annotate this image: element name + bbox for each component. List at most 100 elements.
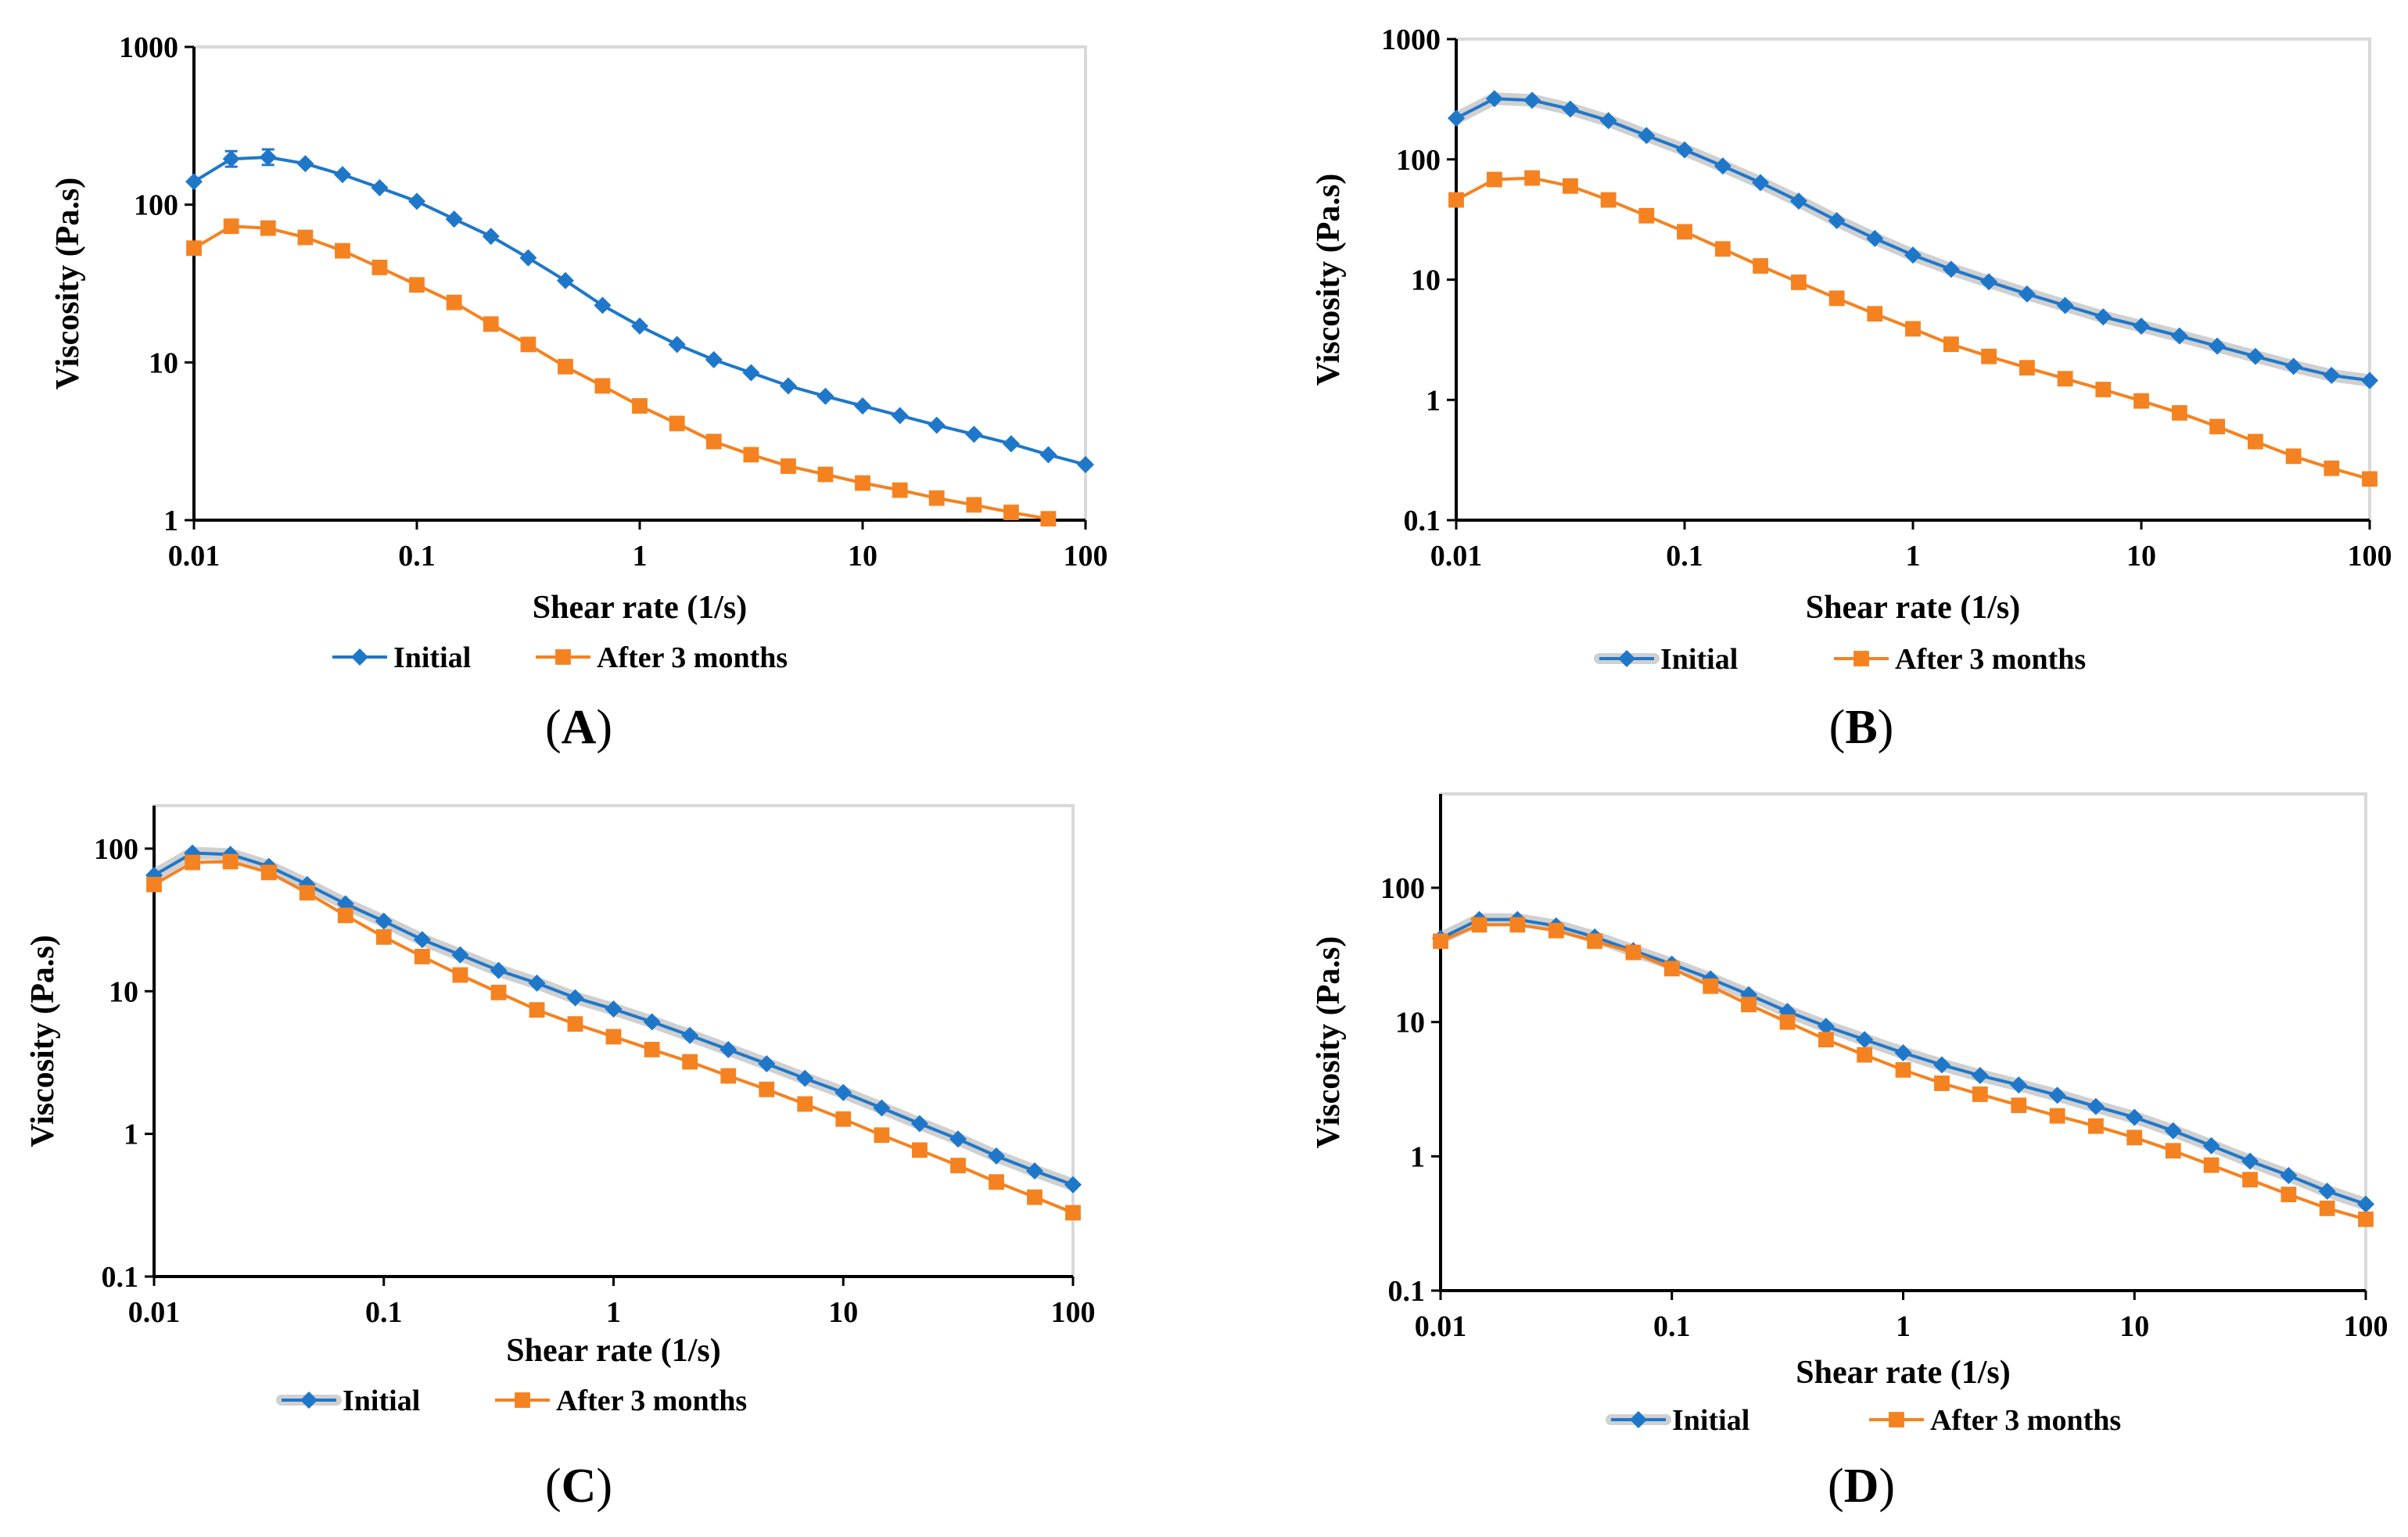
x-tick-label: 100: [2344, 1310, 2388, 1343]
data-point: [1663, 961, 1680, 977]
data-point: [375, 912, 393, 930]
x-tick-label: 0.01: [1430, 540, 1483, 573]
data-point: [2010, 1076, 2028, 1094]
data-point: [1587, 933, 1603, 950]
panel-label: (D): [1828, 1460, 1895, 1513]
data-point: [2241, 1152, 2259, 1170]
data-point: [299, 885, 315, 901]
data-point: [1561, 100, 1579, 118]
data-point: [2318, 1182, 2336, 1200]
data-point: [529, 1002, 545, 1018]
data-point: [855, 475, 870, 491]
data-point: [445, 210, 463, 228]
data-point: [1638, 207, 1655, 224]
data-point: [260, 864, 277, 881]
series-after-3-months: [146, 853, 1081, 1221]
data-point: [835, 1111, 852, 1127]
panel-label: (B): [1829, 701, 1894, 754]
x-tick-label: 0.1: [365, 1296, 403, 1329]
data-point: [605, 1000, 623, 1018]
series-initial: [185, 148, 1094, 473]
data-point: [681, 1026, 699, 1044]
legend: Initial After 3 months: [332, 641, 788, 674]
data-point: [452, 967, 468, 983]
data-point: [520, 336, 537, 353]
data-point: [1638, 127, 1656, 145]
data-point: [631, 317, 648, 335]
legend-label: After 3 months: [597, 641, 788, 674]
x-tick-label: 0.1: [398, 540, 436, 573]
data-point: [567, 1016, 583, 1032]
panel-label-letter: A: [562, 701, 597, 754]
data-point: [1980, 273, 1998, 291]
legend-marker: [300, 1392, 318, 1409]
data-point: [1600, 192, 1617, 208]
data-point: [2048, 1086, 2066, 1104]
data-point: [874, 1127, 890, 1144]
data-point: [2209, 337, 2227, 355]
data-point: [742, 364, 760, 382]
legend-marker: [1889, 1412, 1904, 1427]
data-point: [668, 336, 686, 354]
data-point: [1027, 1189, 1043, 1205]
data-point: [1856, 1031, 1874, 1049]
data-point: [965, 426, 983, 444]
plot-area: [1439, 792, 2367, 1292]
panel-label-close: ): [596, 1460, 612, 1513]
data-point: [556, 271, 574, 289]
data-point: [1003, 505, 1019, 520]
y-tick-label: 1: [1410, 1140, 1425, 1173]
data-point: [854, 397, 871, 415]
data-point: [414, 949, 430, 964]
y-tick-label: 1: [163, 505, 178, 537]
data-point: [594, 296, 612, 314]
data-point: [2019, 360, 2035, 376]
data-point: [2171, 404, 2187, 421]
data-point: [413, 931, 431, 949]
y-tick-label: 10: [149, 347, 178, 379]
data-point: [185, 854, 201, 871]
y-tick-label: 10: [1411, 264, 1441, 297]
data-point: [446, 294, 462, 311]
data-point: [1448, 192, 1464, 208]
data-point: [2011, 1097, 2027, 1113]
data-point: [1025, 1162, 1043, 1180]
data-point: [2358, 1211, 2374, 1227]
legend: Initial After 3 months: [1606, 1404, 2121, 1437]
data-point: [409, 277, 425, 293]
data-point: [1942, 260, 1960, 278]
data-point: [1741, 997, 1757, 1013]
series-after-3-months: [1433, 917, 2374, 1227]
data-point: [1779, 1014, 1796, 1030]
data-point: [1905, 321, 1921, 337]
data-point: [1828, 290, 1845, 307]
data-point: [185, 173, 203, 191]
panel-label-close: ): [1878, 701, 1894, 754]
x-tick-label: 0.01: [1415, 1310, 1467, 1343]
data-point: [1895, 1061, 1911, 1078]
panel-label-open: (: [545, 701, 562, 754]
y-tick-label: 1000: [119, 31, 178, 64]
legend-marker: [555, 649, 571, 665]
data-point: [796, 1069, 814, 1087]
y-axis-title: Viscosity (Pa.s): [1311, 936, 1347, 1148]
panel-label-letter: D: [1844, 1460, 1879, 1513]
data-point: [644, 1041, 660, 1058]
x-tick-label: 100: [1064, 540, 1108, 573]
data-point: [1523, 92, 1541, 110]
data-point: [988, 1147, 1006, 1165]
data-point: [720, 1040, 737, 1058]
data-point: [2087, 1097, 2105, 1115]
y-tick-label: 0.1: [1388, 1275, 1426, 1308]
data-point: [335, 242, 350, 259]
data-point: [705, 350, 723, 368]
y-axis-title: Viscosity (Pa.s): [50, 178, 86, 390]
legend-label: After 3 months: [556, 1384, 747, 1417]
data-point: [2056, 296, 2074, 314]
data-point: [2049, 1108, 2065, 1124]
data-point: [682, 1054, 698, 1070]
data-point: [720, 1068, 737, 1084]
data-point: [2202, 1137, 2220, 1155]
